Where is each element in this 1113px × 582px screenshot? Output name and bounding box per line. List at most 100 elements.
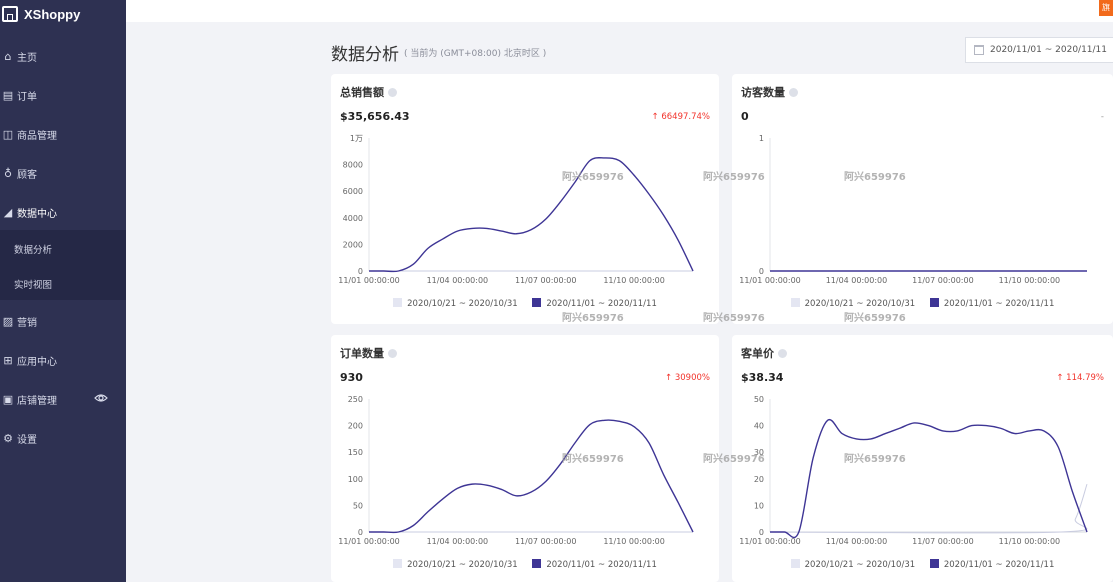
y-tick-label: 1	[759, 134, 764, 143]
sidebar-item-orders[interactable]: ▤ 订单	[0, 79, 126, 111]
card-value: $38.34	[741, 371, 784, 384]
info-icon[interactable]	[388, 348, 397, 358]
shop-logo-icon	[2, 6, 18, 22]
legend-previous[interactable]: 2020/10/21 ~ 2020/10/31	[393, 559, 518, 570]
sidebar-item-marketing[interactable]: ▨ 营销	[0, 305, 126, 337]
legend-previous[interactable]: 2020/10/21 ~ 2020/10/31	[790, 559, 915, 570]
y-tick-label: 0	[358, 267, 363, 276]
sidebar-item-label: 订单	[17, 91, 37, 103]
legend-current[interactable]: 2020/11/01 ~ 2020/11/11	[532, 298, 657, 309]
top-action-button[interactable]: 旗	[1099, 0, 1113, 16]
calendar-icon	[974, 45, 984, 55]
x-tick-label: 11/01 00:00:00	[338, 276, 400, 285]
card-title-text: 总销售额	[340, 86, 384, 99]
y-tick-label: 1万	[350, 134, 363, 143]
visitors-chart: 0 1 11/01 00:00:00 11/04 00:00:00 11/07 00:0…	[739, 134, 1087, 285]
chart-legend: 2020/10/21 ~ 2020/10/31 2020/11/01 ~ 202…	[331, 559, 719, 570]
visitors-card: 访客数量 0 - 0 1 11/01 00:00:00 11/04 00:00:00 1…	[732, 74, 1113, 324]
app-logo[interactable]: XShoppy	[0, 0, 126, 28]
legend-current-swatch	[929, 298, 939, 307]
x-tick-label: 11/04 00:00:00	[427, 276, 489, 285]
card-title-text: 客单价	[741, 347, 774, 360]
x-tick-label: 11/04 00:00:00	[826, 276, 888, 285]
sidebar-item-label: 营销	[17, 317, 37, 329]
app-center-icon: ⊞	[3, 353, 13, 367]
legend-previous[interactable]: 2020/10/21 ~ 2020/10/31	[790, 298, 916, 309]
legend-previous-label: 2020/10/21 ~ 2020/10/31	[804, 299, 916, 309]
sidebar-item-app-center[interactable]: ⊞ 应用中心	[0, 344, 126, 376]
legend-current[interactable]: 2020/11/01 ~ 2020/11/11	[929, 298, 1055, 309]
legend-current-label: 2020/11/01 ~ 2020/11/11	[546, 560, 657, 570]
y-tick-label: 0	[759, 267, 764, 276]
card-change: -	[1100, 112, 1104, 122]
orders-chart: 0 50 100 150 200 250 11/01 00:00:00 11/04 00:00…	[338, 395, 694, 546]
legend-previous[interactable]: 2020/10/21 ~ 2020/10/31	[393, 298, 518, 309]
sidebar-item-data-center[interactable]: ◢ 数据中心	[0, 196, 126, 228]
info-icon[interactable]	[778, 348, 787, 358]
legend-current[interactable]: 2020/11/01 ~ 2020/11/11	[929, 559, 1055, 570]
sidebar-item-settings[interactable]: ⚙ 设置	[0, 422, 126, 454]
page-title: 数据分析	[331, 45, 399, 65]
chart-legend: 2020/10/21 ~ 2020/10/31 2020/11/01 ~ 202…	[732, 298, 1113, 309]
aov-card: 客单价 $38.34 ↑ 114.79% 0 10 20 30 40 50 11/01 00…	[732, 335, 1113, 582]
order-icon: ▤	[2, 88, 14, 102]
sidebar-item-label: 应用中心	[17, 356, 57, 368]
y-tick-label: 30	[754, 448, 764, 457]
series-line	[369, 157, 694, 273]
sidebar-item-label: 主页	[17, 52, 37, 64]
timezone-note: ( 当前为 (GMT+08:00) 北京时区 )	[404, 49, 547, 59]
sidebar-item-products[interactable]: ◫ 商品管理	[0, 118, 126, 150]
sidebar-item-label: 顾客	[17, 169, 37, 181]
customer-icon: ♁	[3, 166, 13, 180]
card-value: 930	[340, 371, 363, 384]
x-tick-label: 11/01 00:00:00	[739, 276, 801, 285]
sidebar-item-label: 商品管理	[17, 130, 57, 142]
sales-card: 总销售额 $35,656.43 ↑ 66497.74% 0 2000 4000 600…	[331, 74, 719, 324]
y-tick-label: 100	[348, 475, 363, 484]
legend-previous-swatch	[790, 298, 800, 307]
info-icon[interactable]	[388, 87, 397, 97]
y-tick-label: 4000	[343, 214, 363, 223]
x-tick-label: 11/04 00:00:00	[826, 537, 888, 546]
info-icon[interactable]	[789, 87, 798, 97]
date-range-picker[interactable]: 2020/11/01 ~ 2020/11/11	[965, 37, 1113, 63]
sidebar-item-store[interactable]: ▣ 店铺管理	[0, 383, 126, 415]
x-tick-label: 11/07 00:00:00	[515, 537, 577, 546]
legend-previous-swatch	[790, 559, 800, 568]
orders-card: 订单数量 930 ↑ 30900% 0 50 100 150 200 250 11/01 0…	[331, 335, 719, 582]
settings-icon: ⚙	[3, 431, 13, 445]
legend-current-label: 2020/11/01 ~ 2020/11/11	[943, 560, 1055, 570]
submenu-item-realtime-view[interactable]: 实时视图	[14, 280, 53, 291]
series-line	[369, 419, 694, 534]
y-tick-label: 50	[754, 395, 764, 404]
aov-chart: 0 10 20 30 40 50 11/01 00:00:00 11/04 00:00:00 1…	[739, 395, 1088, 546]
y-tick-label: 150	[348, 448, 363, 457]
legend-current-swatch	[532, 559, 542, 568]
eye-icon[interactable]	[94, 393, 108, 403]
card-value: $35,656.43	[340, 110, 410, 123]
x-tick-label: 11/01 00:00:00	[338, 537, 400, 546]
sidebar-item-customers[interactable]: ♁ 顾客	[0, 157, 126, 189]
submenu-item-data-analysis[interactable]: 数据分析	[14, 245, 53, 256]
card-title-text: 访客数量	[741, 86, 785, 99]
x-tick-label: 11/07 00:00:00	[912, 276, 974, 285]
top-bar: 旗	[126, 0, 1113, 22]
legend-previous-swatch	[393, 559, 403, 568]
x-tick-label: 11/07 00:00:00	[515, 276, 577, 285]
sidebar-item-label: 设置	[17, 434, 37, 446]
card-title-text: 订单数量	[340, 347, 384, 360]
series-line	[769, 483, 1088, 534]
legend-previous-label: 2020/10/21 ~ 2020/10/31	[407, 560, 518, 570]
legend-current-label: 2020/11/01 ~ 2020/11/11	[943, 299, 1055, 309]
sidebar: XShoppy ⌂ 主页 ▤ 订单 ◫ 商品管理 ♁ 顾客 ◢ 数据中心 数据分…	[0, 0, 126, 582]
legend-current-swatch	[929, 559, 939, 568]
y-tick-label: 6000	[343, 187, 363, 196]
x-tick-label: 11/10 00:00:00	[999, 537, 1061, 546]
sidebar-item-home[interactable]: ⌂ 主页	[0, 40, 126, 72]
data-center-submenu: 数据分析 实时视图	[0, 230, 126, 300]
card-title: 订单数量	[340, 345, 397, 361]
legend-current[interactable]: 2020/11/01 ~ 2020/11/11	[532, 559, 657, 570]
x-tick-label: 11/01 00:00:00	[739, 537, 801, 546]
series-line	[770, 418, 1088, 539]
y-tick-label: 20	[754, 475, 764, 484]
